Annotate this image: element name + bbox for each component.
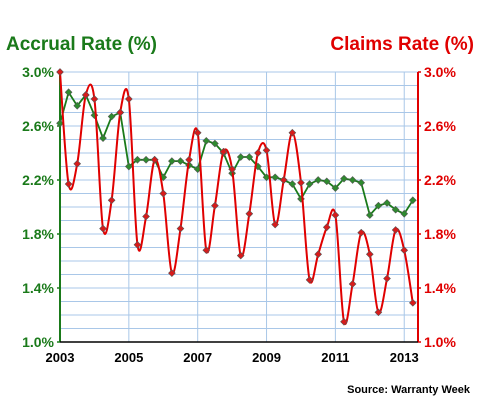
x-tick-label: 2003 [46, 350, 75, 365]
accrual-data-point [168, 157, 176, 165]
y-tick-label-left: 1.0% [22, 334, 54, 350]
y-tick-label-left: 2.6% [22, 118, 54, 134]
claims-data-point [348, 280, 357, 288]
x-tick-label: 2009 [252, 350, 281, 365]
claims-data-point [305, 276, 314, 284]
chart-source: Source: Warranty Week [347, 384, 471, 396]
accrual-data-point [73, 101, 82, 110]
y-tick-label-right: 1.4% [424, 280, 456, 296]
accrual-data-point [125, 162, 133, 171]
claims-data-point [331, 211, 340, 219]
claims-data-point [99, 224, 107, 233]
claims-data-point [400, 246, 409, 255]
claims-data-point [64, 180, 73, 188]
claims-data-point [254, 149, 262, 157]
accrual-data-point [176, 157, 185, 165]
y-tick-label-left: 3.0% [22, 64, 54, 80]
y-tick-label-left: 2.2% [22, 172, 54, 188]
x-tick-label: 2013 [390, 350, 419, 365]
accrual-data-point [314, 176, 322, 184]
claims-data-point [340, 317, 348, 326]
claims-data-point [211, 201, 219, 210]
claims-data-point [202, 246, 211, 255]
accrual-data-point [365, 211, 374, 219]
y-tick-label-right: 1.8% [424, 226, 456, 242]
accrual-data-point [245, 153, 254, 161]
claims-data-point [236, 251, 245, 260]
y-tick-label-right: 2.2% [424, 172, 456, 188]
x-tick-label: 2007 [183, 350, 212, 365]
claims-data-point [176, 224, 185, 233]
claims-data-point [81, 91, 90, 99]
claims-data-point [168, 269, 176, 277]
claims-data-point [107, 196, 116, 205]
claims-data-point [133, 240, 142, 249]
accrual-data-point [400, 209, 409, 218]
y-tick-label-right: 3.0% [424, 64, 456, 80]
accrual-data-point [271, 173, 279, 182]
claims-data-point [150, 155, 159, 164]
accrual-data-point [142, 155, 150, 164]
accrual-data-point [383, 199, 391, 207]
claims-data-point [279, 176, 288, 184]
claims-data-point [391, 226, 400, 234]
accrual-data-point [340, 174, 348, 183]
chart-title-left: Accrual Rate (%) [6, 34, 157, 55]
accrual-data-point [211, 139, 219, 148]
accrual-data-point [107, 112, 116, 121]
accrual-data-point [331, 184, 340, 192]
claims-data-point [314, 250, 322, 259]
chart-title-right: Claims Rate (%) [330, 34, 474, 55]
claims-data-point [245, 209, 254, 218]
claims-data-point [365, 250, 374, 259]
claims-data-point [262, 146, 271, 155]
claims-data-point [90, 95, 99, 103]
claims-data-point [185, 155, 193, 164]
accrual-data-point [374, 201, 383, 210]
accrual-data-point [305, 180, 314, 188]
y-tick-label-right: 2.6% [424, 118, 456, 134]
claims-data-point [288, 128, 297, 137]
accrual-data-point [236, 153, 245, 161]
accrual-data-point [56, 119, 64, 128]
accrual-data-point [357, 178, 366, 187]
claims-data-point [374, 308, 383, 317]
claims-data-point [271, 220, 279, 229]
y-tick-label-left: 1.8% [22, 226, 54, 242]
accrual-data-point [391, 205, 400, 214]
accrual-data-point [409, 196, 417, 205]
y-tick-label-right: 1.0% [424, 334, 456, 350]
accrual-data-point [322, 177, 331, 186]
plot-area: 1.0% 1.0% 1.4% 1.4% 1.8% 1.8% 2.2% 2.2% 2.6% 2.6%… [22, 64, 456, 365]
accrual-data-point [348, 176, 357, 184]
x-tick-label: 2011 [321, 350, 349, 365]
claims-data-point [219, 147, 228, 156]
claims-data-point [125, 95, 133, 103]
claims-data-point [56, 68, 64, 76]
claims-series-line [59, 71, 414, 326]
claims-data-point [357, 228, 366, 237]
claims-data-point [142, 212, 150, 221]
claims-data-point [383, 274, 391, 283]
accrual-data-point [64, 88, 73, 97]
claims-data-point [228, 165, 236, 174]
claims-data-point [193, 128, 202, 137]
x-tick-label: 2005 [114, 350, 143, 365]
claims-data-point [409, 299, 417, 307]
claims-data-point [297, 178, 305, 187]
accrual-data-point [99, 134, 107, 142]
claims-data-point [159, 189, 168, 198]
accrual-data-point [288, 180, 297, 188]
y-tick-label-left: 1.4% [22, 280, 54, 296]
accrual-data-point [133, 155, 142, 164]
claims-data-point [116, 108, 125, 117]
claims-data-point [73, 159, 82, 168]
accrual-data-point [202, 137, 211, 145]
claims-data-point [322, 223, 331, 232]
